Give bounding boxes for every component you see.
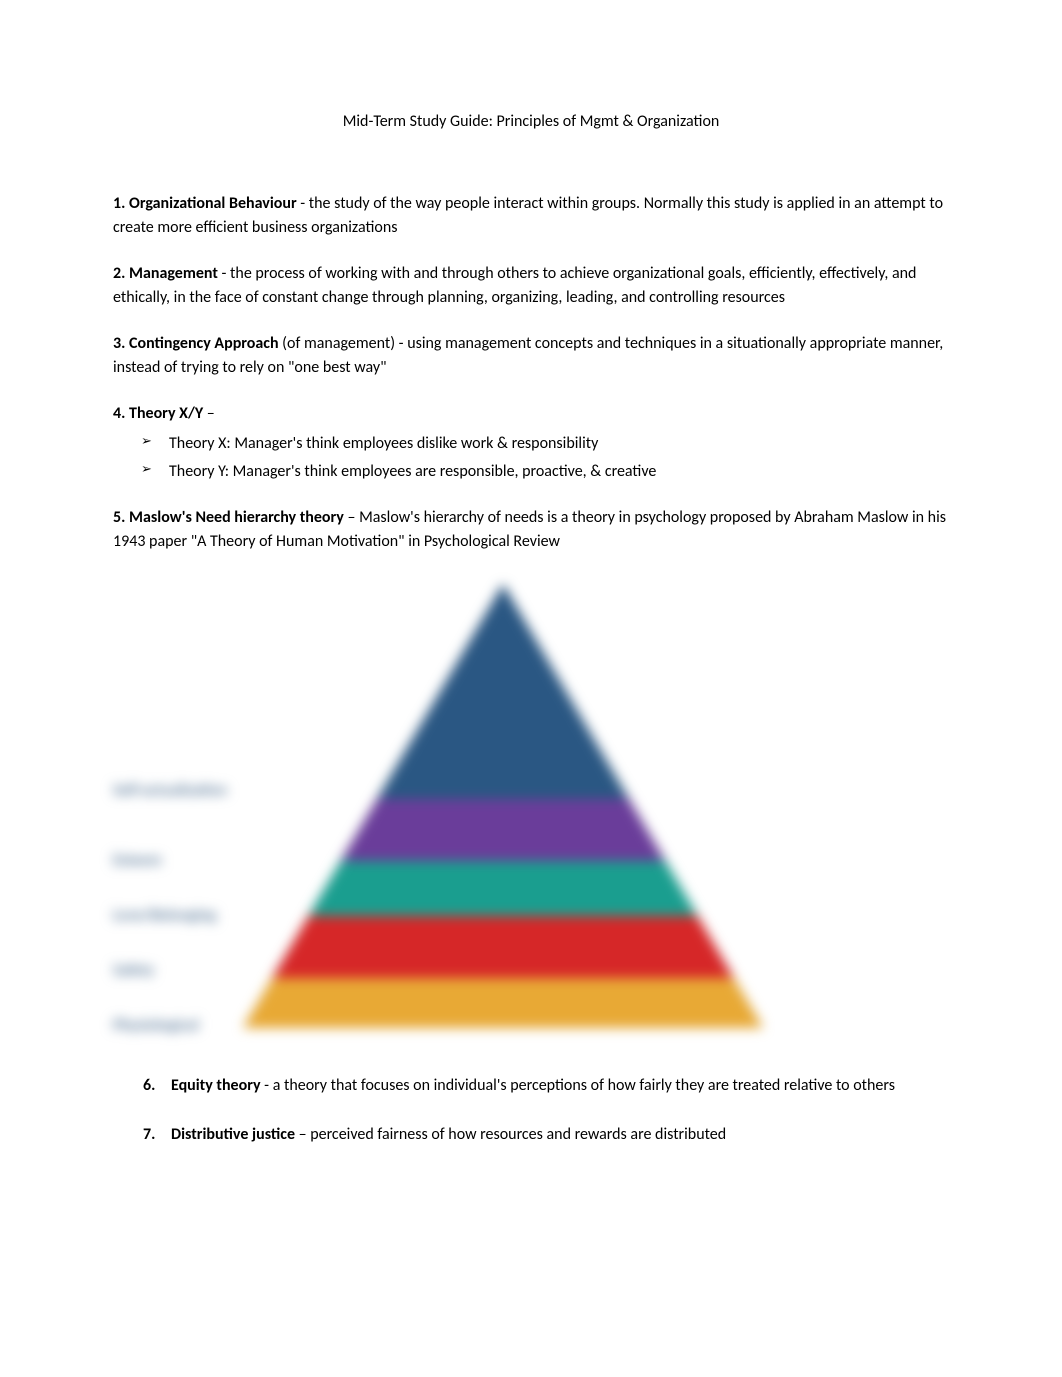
definition-2: 2. Management - the process of working w… xyxy=(113,262,949,310)
term-number: 7. xyxy=(143,1123,171,1147)
term-label: Distributive justice xyxy=(171,1125,295,1144)
term-number: 1. xyxy=(113,194,125,213)
pyramid-label-love: Love/Belonging xyxy=(113,904,216,928)
term-label: Theory X/Y xyxy=(129,404,203,423)
term-label: Equity theory xyxy=(171,1076,261,1095)
pyramid-label-self-actualization: Self-actualization xyxy=(113,779,227,803)
definition-1: 1. Organizational Behaviour - the study … xyxy=(113,192,949,240)
definition-6: 6. Equity theory - a theory that focuses… xyxy=(143,1074,949,1098)
pyramid-label-safety: Safety xyxy=(113,959,154,983)
term-text: a theory that focuses on individual's pe… xyxy=(273,1076,895,1095)
numbered-definitions: 6. Equity theory - a theory that focuses… xyxy=(143,1074,949,1147)
term-separator: - xyxy=(218,264,230,283)
term-number: 5. xyxy=(113,508,125,527)
definition-3: 3. Contingency Approach (of management) … xyxy=(113,332,949,380)
theory-bullet-list: Theory X: Manager's think employees disl… xyxy=(141,432,949,484)
page-title: Mid-Term Study Guide: Principles of Mgmt… xyxy=(113,110,949,134)
term-label: Contingency Approach xyxy=(129,334,279,353)
term-label: Management xyxy=(129,264,218,283)
maslow-pyramid: Self-actualization Esteem Love/Belonging… xyxy=(113,584,773,1044)
term-separator: - xyxy=(297,194,309,213)
term-separator: – xyxy=(295,1125,310,1144)
term-label: Maslow's Need hierarchy theory xyxy=(129,508,344,527)
term-separator: (of management) - xyxy=(279,334,408,353)
term-number: 3. xyxy=(113,334,125,353)
term-label: Organizational Behaviour xyxy=(129,194,297,213)
term-number: 4. xyxy=(113,404,125,423)
term-separator: - xyxy=(261,1076,273,1095)
term-separator: – xyxy=(203,404,215,423)
term-number: 6. xyxy=(143,1074,171,1098)
pyramid-label-physiological: Physiological xyxy=(113,1014,199,1038)
term-separator: – xyxy=(344,508,359,527)
definition-7: 7. Distributive justice – perceived fair… xyxy=(143,1123,949,1147)
term-text: the process of working with and through … xyxy=(113,264,916,307)
list-item: Theory Y: Manager's think employees are … xyxy=(141,460,949,484)
term-text: perceived fairness of how resources and … xyxy=(310,1125,726,1144)
definition-4: 4. Theory X/Y – xyxy=(113,402,949,426)
term-number: 2. xyxy=(113,264,125,283)
pyramid-icon xyxy=(243,584,763,1028)
definition-5: 5. Maslow's Need hierarchy theory – Masl… xyxy=(113,506,949,554)
pyramid-label-esteem: Esteem xyxy=(113,849,161,873)
list-item: Theory X: Manager's think employees disl… xyxy=(141,432,949,456)
